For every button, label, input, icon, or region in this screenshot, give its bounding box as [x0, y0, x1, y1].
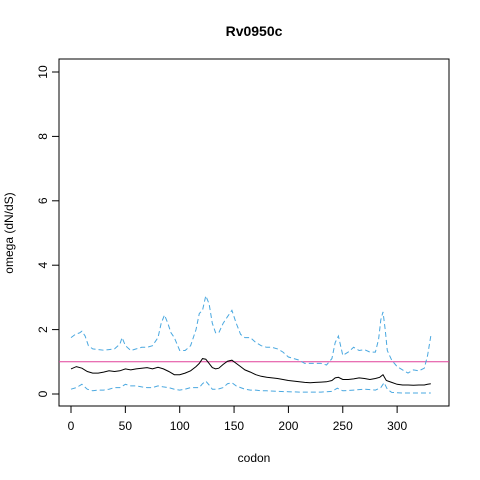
x-tick-label: 50	[119, 419, 133, 433]
x-tick-label: 200	[278, 419, 298, 433]
series-line-estimate	[70, 358, 431, 386]
x-tick-label: 300	[387, 419, 407, 433]
x-tick-label: 250	[333, 419, 353, 433]
y-tick-label: 2	[36, 326, 50, 333]
series-line-upper-bound	[70, 294, 432, 374]
series-layer	[59, 294, 449, 394]
y-axis: 0 2 4 6 8 10	[36, 65, 60, 397]
y-tick-label: 10	[36, 65, 50, 79]
x-tick-label: 0	[68, 419, 75, 433]
x-axis: 0 50 100 150 200 250 300	[68, 405, 407, 433]
series-line-lower-bound	[70, 380, 431, 394]
y-tick-label: 0	[36, 390, 50, 397]
x-axis-label: codon	[238, 451, 271, 465]
x-tick-label: 100	[170, 419, 190, 433]
x-tick-label: 150	[224, 419, 244, 433]
y-tick-label: 8	[36, 133, 50, 140]
y-tick-label: 4	[36, 262, 50, 269]
chart-title: Rv0950c	[226, 23, 283, 39]
y-axis-label: omega (dN/dS)	[2, 192, 16, 273]
y-tick-label: 6	[36, 197, 50, 204]
